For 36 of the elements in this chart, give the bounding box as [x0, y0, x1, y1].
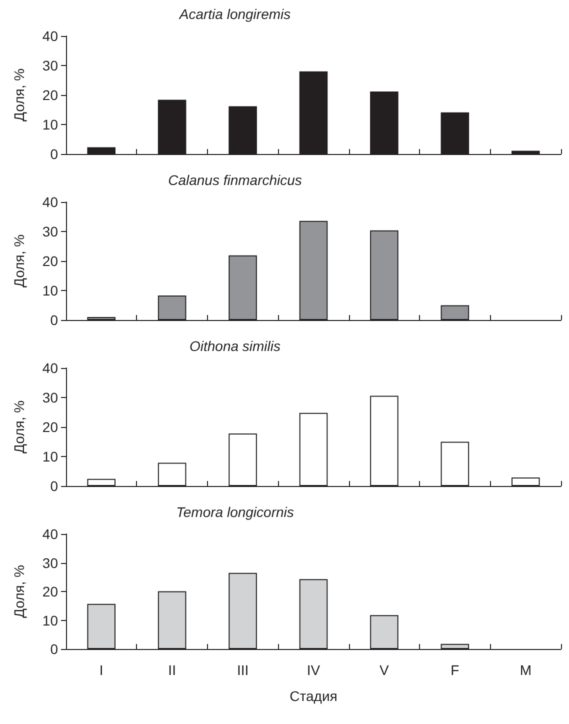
x-axis-title: Стадия [290, 688, 338, 704]
y-axis-title: Доля, % [11, 400, 27, 454]
y-tick-label: 30 [42, 224, 58, 240]
y-tick-label: 0 [50, 478, 58, 494]
y-tick-label: 40 [42, 360, 58, 376]
x-tick-label: IV [306, 662, 321, 678]
y-tick-label: 0 [50, 641, 58, 657]
chart-title: Oithona similis [189, 338, 281, 354]
x-tick-label: M [520, 662, 532, 678]
y-tick-label: 10 [42, 448, 58, 464]
x-tick-label: I [99, 662, 104, 678]
y-tick-label: 30 [42, 390, 58, 406]
y-axis-title: Доля, % [11, 234, 27, 288]
x-tick-label: II [168, 662, 176, 678]
y-tick-label: 40 [42, 194, 58, 210]
y-tick-label: 20 [42, 419, 58, 435]
chart-title: Temora longicornis [176, 504, 294, 520]
y-tick-label: 0 [50, 146, 58, 162]
y-tick-label: 10 [42, 612, 58, 628]
x-tick-label: III [236, 662, 249, 678]
y-tick-label: 20 [42, 87, 58, 103]
x-tick-label: V [380, 662, 390, 678]
y-tick-label: 0 [50, 312, 58, 328]
y-tick-label: 20 [42, 253, 58, 269]
y-tick-label: 30 [42, 554, 58, 571]
y-tick-label: 30 [42, 58, 58, 74]
y-tick-label: 10 [42, 282, 58, 298]
y-tick-label: 20 [42, 584, 58, 600]
y-tick-label: 10 [42, 116, 58, 132]
chart-title: Acartia longiremis [178, 6, 291, 22]
y-tick-label: 40 [42, 28, 58, 44]
chart-title: Calanus finmarchicus [168, 172, 302, 188]
y-tick-label: 40 [42, 526, 58, 542]
y-axis-title: Доля, % [11, 564, 27, 618]
y-axis-title: Доля, % [11, 68, 27, 122]
x-tick-label: F [450, 662, 460, 678]
